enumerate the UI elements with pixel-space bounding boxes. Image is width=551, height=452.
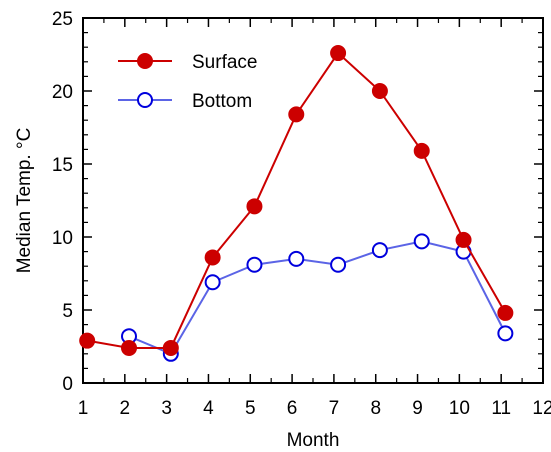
series-layer [79, 45, 514, 362]
data-point-bottom [413, 233, 430, 250]
data-point-bottom [288, 250, 305, 267]
y-tick-label: 0 [62, 374, 73, 395]
data-point-bottom [371, 242, 388, 259]
plot-border [82, 17, 544, 384]
y-tick-label: 15 [52, 155, 73, 176]
data-point-bottom [497, 325, 514, 342]
data-point-bottom [330, 256, 347, 273]
y-tick-label: 20 [52, 82, 73, 103]
y-axis-title: Median Temp. °C [14, 128, 35, 274]
x-tick-label: 1 [78, 398, 89, 419]
data-point-surface [455, 231, 472, 248]
x-tick-label: 10 [449, 398, 470, 419]
y-tick-label: 5 [62, 301, 73, 322]
data-point-surface [330, 45, 347, 62]
x-tick-label: 3 [161, 398, 172, 419]
x-tick-label: 2 [120, 398, 131, 419]
y-tick-label: 25 [52, 9, 73, 30]
x-tick-label: 6 [287, 398, 298, 419]
data-point-bottom [204, 274, 221, 291]
x-tick-label: 11 [491, 398, 511, 419]
data-point-surface [413, 142, 430, 159]
legend-label-bottom: Bottom [192, 91, 252, 112]
x-axis-title: Month [287, 430, 340, 451]
data-point-surface [246, 198, 263, 215]
series-line-bottom [128, 240, 507, 356]
series-bottom [121, 233, 514, 362]
x-axis-ticks: 1 2 3 4 5 6 7 8 9 10 11 12 [78, 18, 551, 419]
y-axis-ticks: 0 5 10 15 20 25 [52, 9, 543, 395]
y-tick-label: 10 [52, 228, 73, 249]
data-point-surface [162, 339, 179, 356]
legend-marker-surface [137, 53, 153, 69]
legend: Surface Bottom [118, 52, 257, 112]
x-tick-label: 8 [370, 398, 381, 419]
x-tick-label: 12 [532, 398, 551, 419]
data-point-bottom [246, 256, 263, 273]
x-tick-label: 4 [203, 398, 214, 419]
x-tick-label: 9 [412, 398, 423, 419]
plot-frame [82, 17, 544, 384]
data-point-surface [497, 304, 514, 321]
data-point-surface [371, 83, 388, 99]
legend-label-surface: Surface [192, 52, 257, 73]
x-tick-label: 7 [329, 398, 340, 419]
legend-marker-bottom [137, 92, 153, 108]
data-point-surface [121, 339, 137, 356]
data-point-surface [79, 332, 96, 349]
data-point-surface [288, 106, 305, 123]
x-tick-label: 5 [245, 398, 256, 419]
series-surface [79, 45, 514, 356]
data-point-surface [204, 249, 221, 266]
